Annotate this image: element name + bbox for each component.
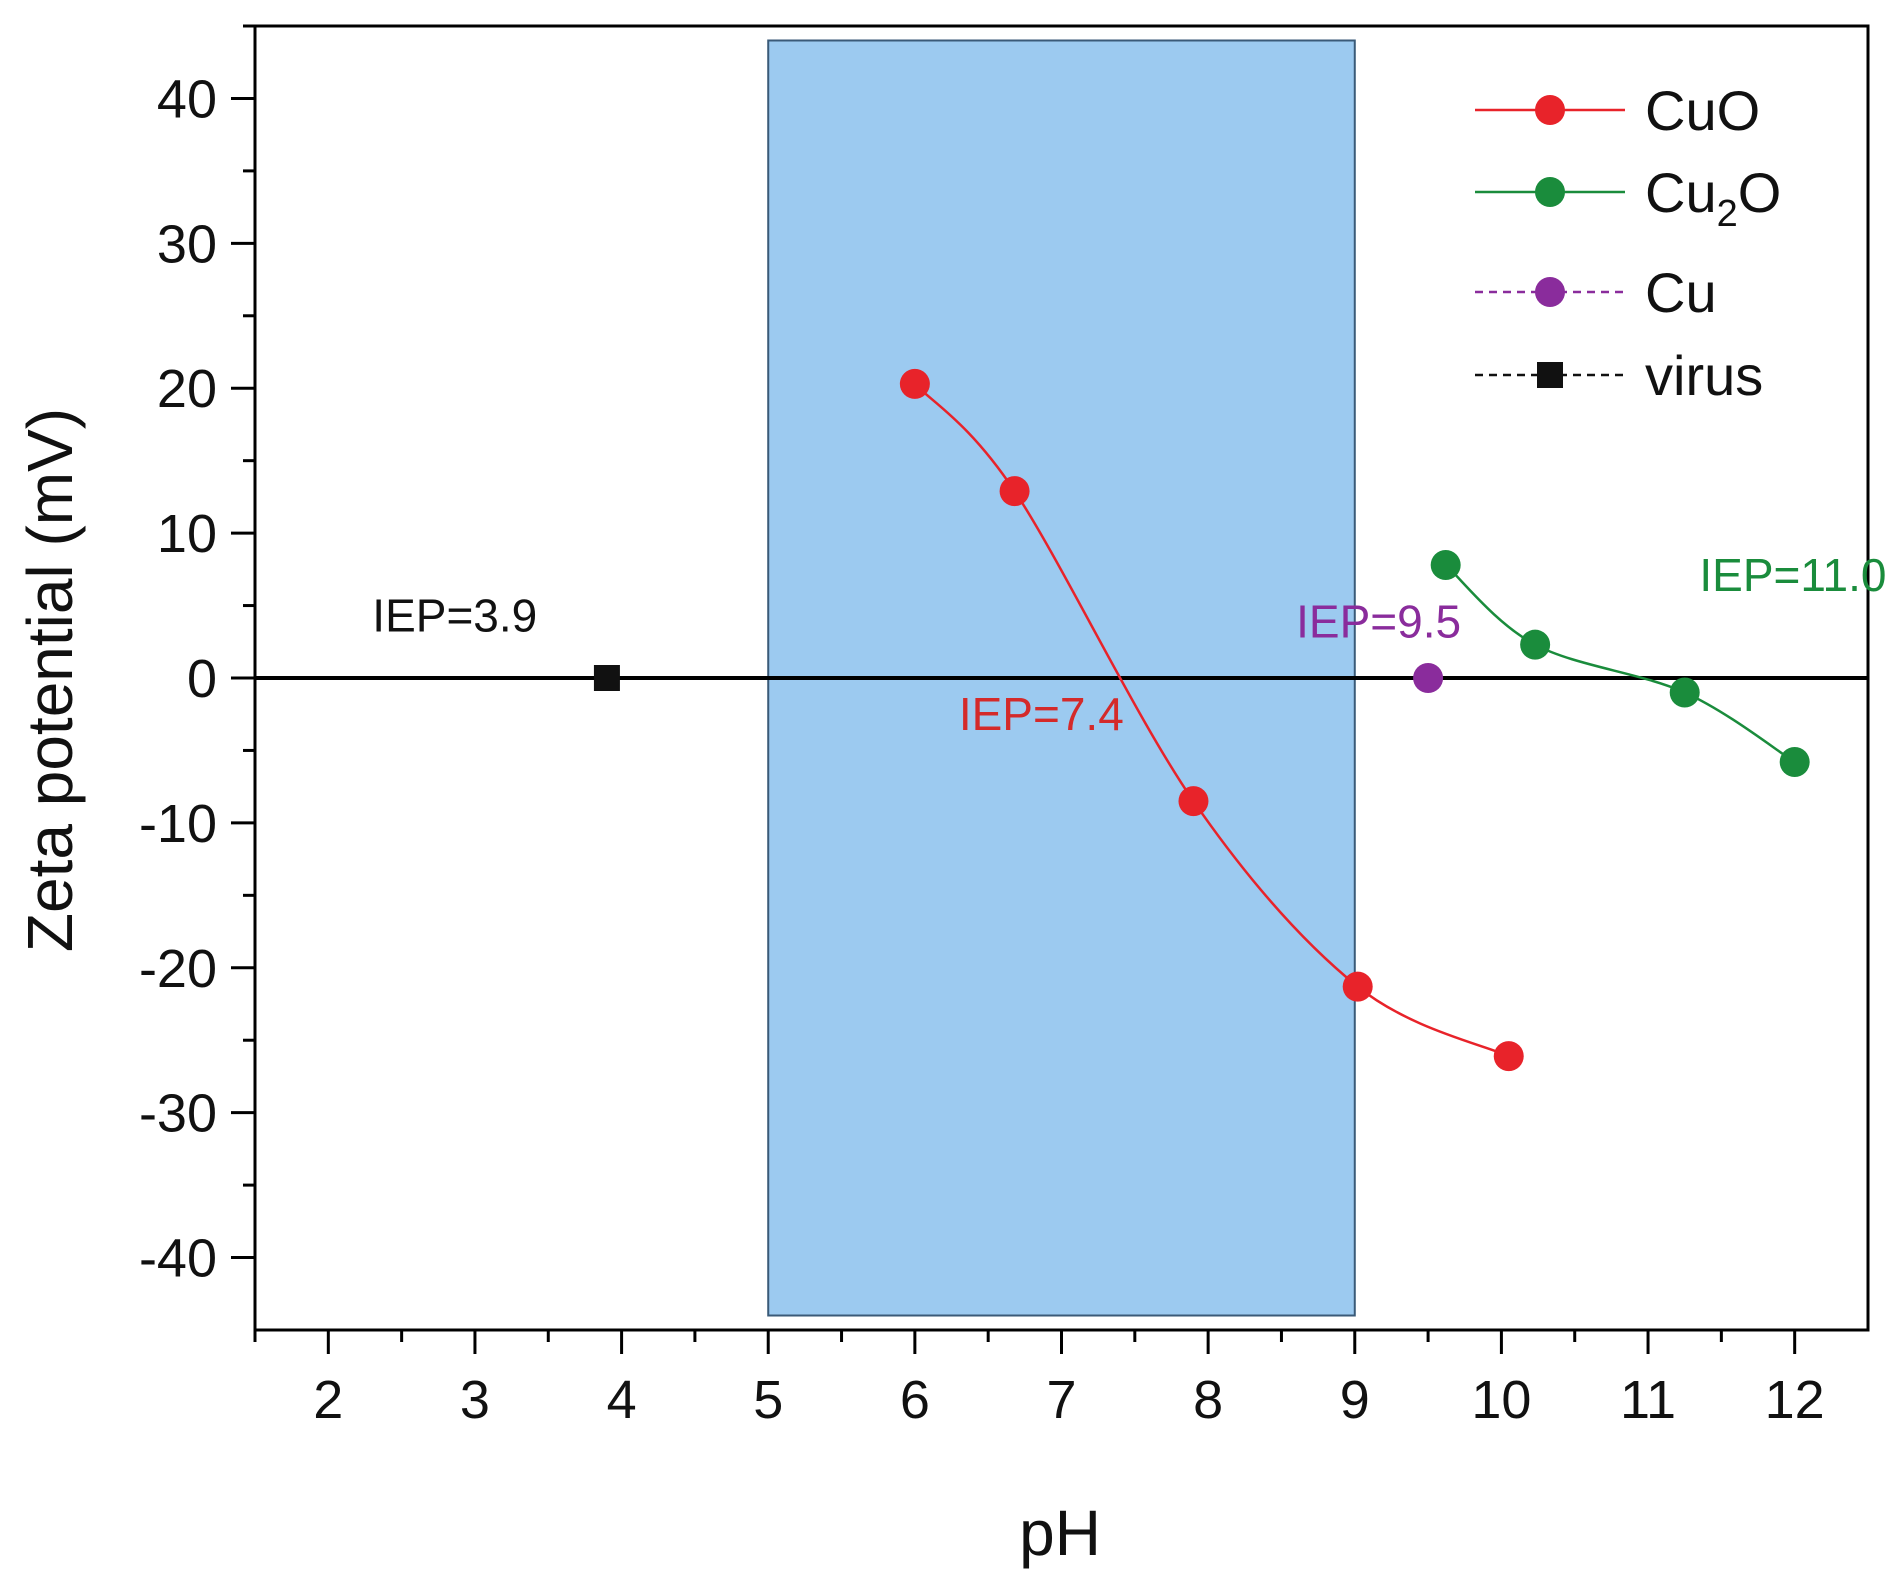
y-tick-label: -40 [139,1229,217,1289]
legend-marker-cuo [1535,95,1565,125]
y-tick-label: 30 [157,214,217,274]
data-point-cu2o [1779,747,1810,778]
iep-annotation: IEP=11.0 [1699,549,1886,601]
x-tick-label: 8 [1193,1370,1223,1430]
data-point-cu2o [1520,629,1551,660]
x-tick-label: 3 [460,1370,490,1430]
data-point-cu2o [1430,549,1461,580]
legend-marker-cu2o [1535,177,1565,207]
data-point-cuo [999,476,1030,507]
series-points-layer [593,368,1810,1072]
legend-marker-cu [1535,277,1565,307]
iep-annotation: IEP=7.4 [959,688,1124,740]
x-tick-label: 10 [1471,1370,1531,1430]
data-point-cu2o [1669,677,1700,708]
series-line-cu2o [1444,564,1796,764]
x-tick-label: 9 [1340,1370,1370,1430]
data-point-cuo [1178,786,1209,817]
x-tick-label: 11 [1620,1370,1676,1430]
x-tick-label: 7 [1046,1370,1076,1430]
annotations-layer: IEP=3.9 IEP=7.4 IEP=9.5 IEP=11.0 [372,549,1886,740]
y-tick-label: -30 [139,1084,217,1144]
data-point-cuo [1493,1041,1524,1072]
legend-label-virus: virus [1645,344,1763,407]
y-ticks-layer: 40 30 20 10 0 -10 -20 -30 -40 [139,24,255,1289]
iep-annotation: IEP=9.5 [1296,595,1461,647]
data-point-virus [593,665,620,691]
data-point-cuo [1342,971,1373,1002]
x-ticks-layer: 2 3 4 5 6 7 8 9 10 11 12 [253,1330,1825,1430]
y-tick-label: -10 [139,794,217,854]
x-tick-label: 4 [607,1370,637,1430]
x-tick-label: 5 [753,1370,783,1430]
y-tick-label: 40 [157,69,217,129]
x-tick-label: 12 [1765,1370,1825,1430]
y-tick-label: 0 [187,649,217,709]
data-point-cuo [899,368,930,399]
legend-label-cu: Cu [1645,261,1717,324]
legend-label-cuo: CuO [1645,79,1760,142]
y-tick-label: 10 [157,504,217,564]
x-tick-label: 6 [900,1370,930,1430]
legend-label-cu2o: Cu2O [1645,161,1781,235]
legend: CuO Cu2O Cu virus [1475,79,1781,407]
iep-annotation: IEP=3.9 [372,590,537,642]
y-axis-title: Zeta potential (mV) [14,408,86,952]
x-tick-label: 2 [313,1370,343,1430]
x-axis-title: pH [1019,1497,1101,1569]
legend-marker-virus [1537,362,1563,388]
data-point-cu [1413,663,1444,693]
y-tick-label: -20 [139,939,217,999]
y-tick-label: 20 [157,359,217,419]
